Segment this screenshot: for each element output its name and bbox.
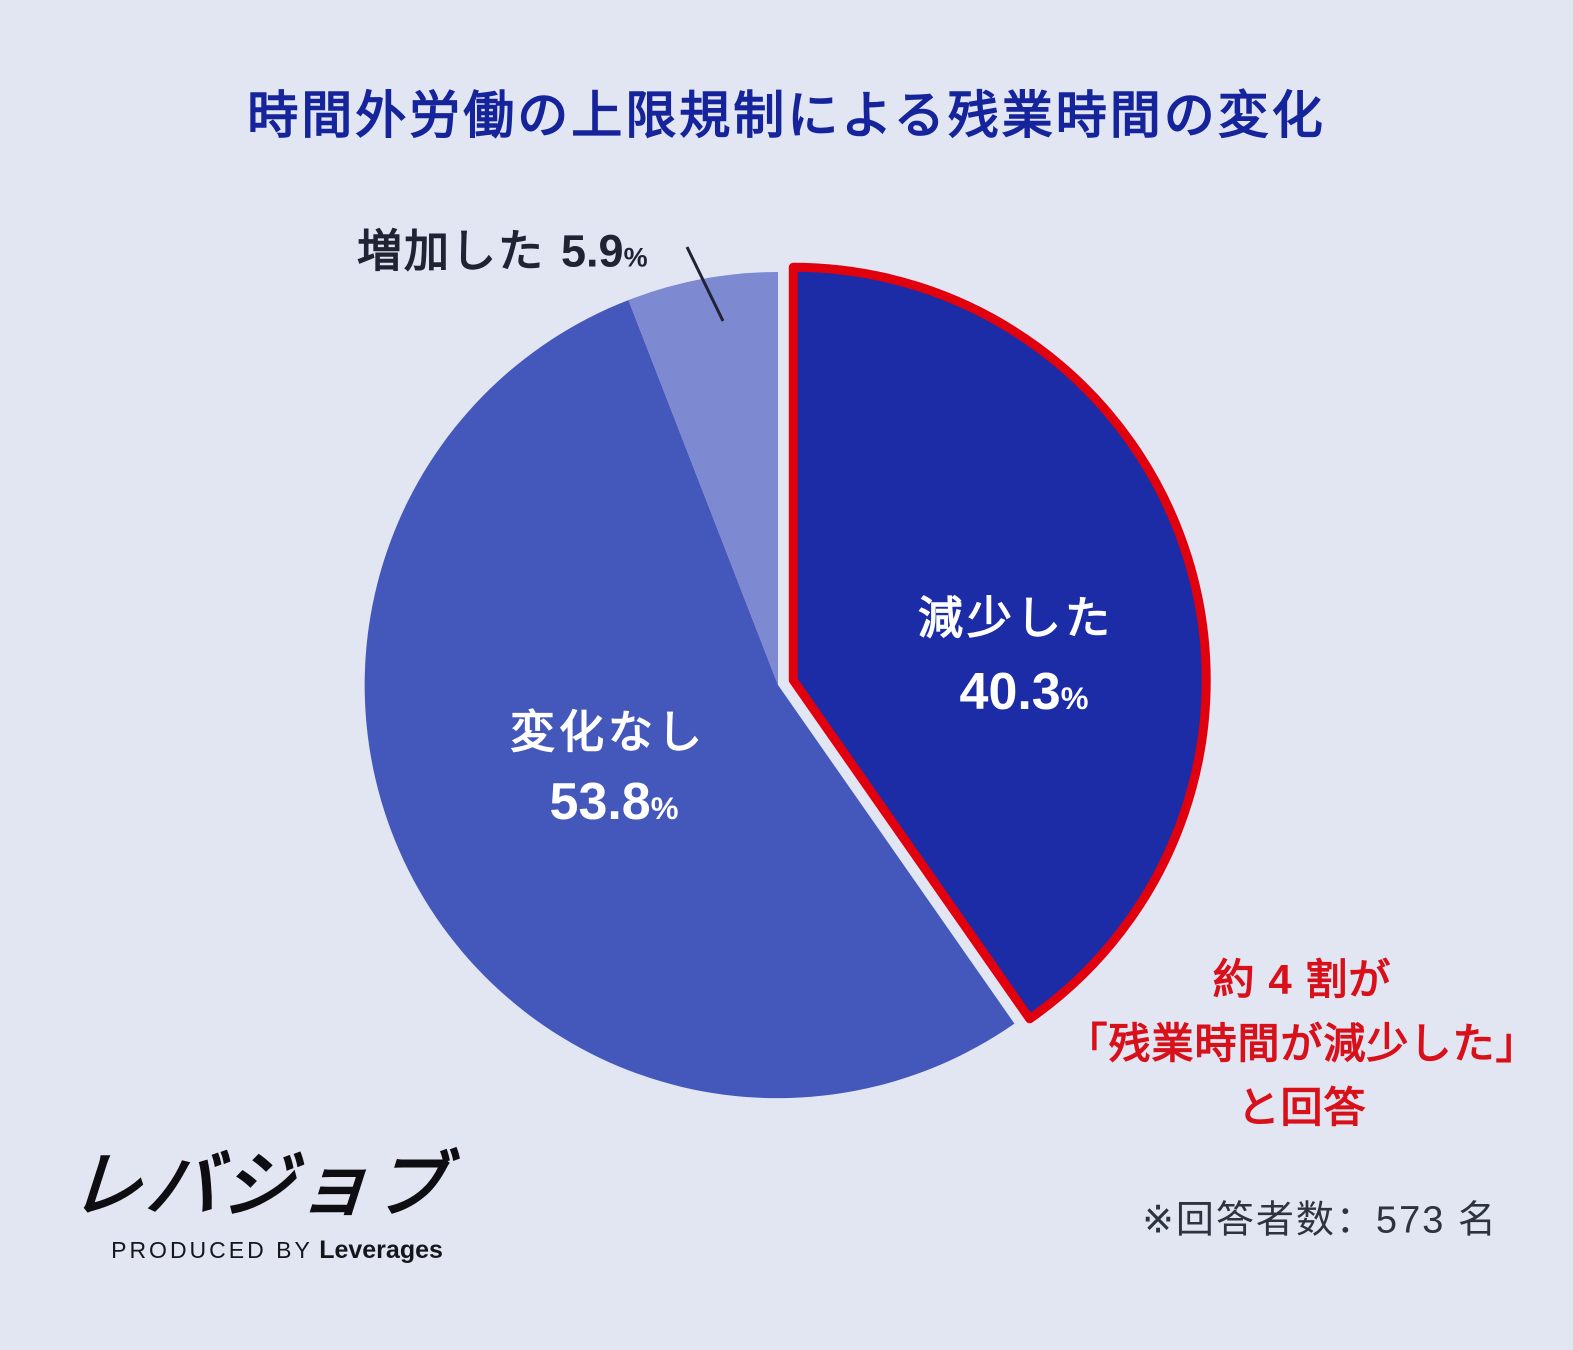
slice-value-no-change-number: 53.8	[549, 773, 651, 831]
pie-slice-increased	[628, 272, 778, 685]
slice-value-decreased: 40.3%	[960, 666, 1089, 718]
brand-logo-tagline-brand: Leverages	[319, 1236, 443, 1264]
slice-label-decreased: 減少した	[917, 592, 1115, 644]
slice-value-no-change: 53.8%	[550, 776, 679, 828]
slice-label-increased: 増加した 5.9%	[357, 229, 650, 274]
brand-logo-tagline: PRODUCED BY Leverages	[70, 1236, 450, 1265]
slice-value-increased-unit: %	[623, 242, 650, 273]
brand-logo-tagline-prefix: PRODUCED BY	[111, 1237, 313, 1263]
slice-value-increased-number: 5.9	[561, 225, 624, 277]
slice-value-no-change-unit: %	[650, 791, 679, 826]
highlight-annotation: 約 4 割が 「残業時間が減少した」 と回答	[1065, 948, 1538, 1140]
respondent-count-footnote: ※回答者数：573 名	[1142, 1199, 1498, 1242]
pie-slice-no-change	[364, 300, 1015, 1099]
slice-value-decreased-number: 40.3	[959, 663, 1061, 721]
slice-value-decreased-unit: %	[1060, 681, 1089, 716]
annotation-line-3: と回答	[1237, 1084, 1367, 1131]
chart-title: 時間外労働の上限規制による残業時間の変化	[247, 87, 1326, 144]
slice-label-no-change: 変化なし	[509, 706, 707, 758]
increase-label-leader-line	[685, 246, 725, 322]
annotation-line-2: 「残業時間が減少した」	[1065, 1020, 1539, 1067]
brand-logo-wordmark: レバジョブ	[67, 1146, 453, 1226]
pie-slice-decreased	[788, 262, 1211, 1024]
slice-label-increased-text: 増加した	[357, 225, 546, 277]
brand-logo: レバジョブ PRODUCED BY Leverages	[67, 1146, 453, 1265]
annotation-line-1: 約 4 割が	[1212, 956, 1392, 1003]
